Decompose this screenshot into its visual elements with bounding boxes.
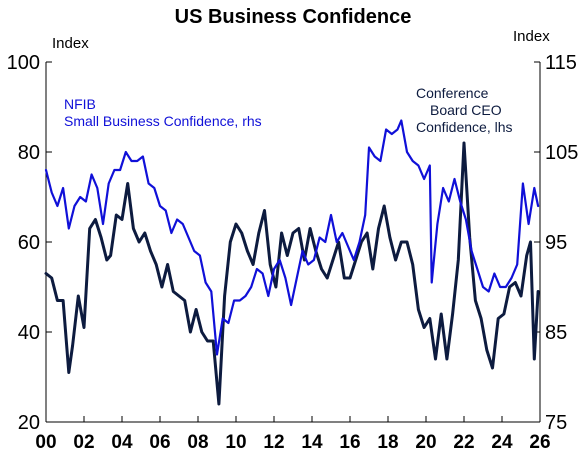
x-tick-label: 02	[73, 432, 94, 453]
left-axis-ticks: 100 80 60 40 20	[7, 52, 52, 434]
left-tick-label: 40	[18, 322, 40, 344]
right-axis-ticks: 115 105 95 85 75	[534, 52, 578, 434]
right-tick-label: 105	[545, 142, 578, 164]
series-line-nfib	[44, 119, 540, 356]
right-axis-unit-label: Index	[513, 28, 550, 45]
x-tick-label: 00	[35, 432, 56, 453]
ceo-series-label: Conference Board CEO Confidence, lhs	[416, 85, 513, 135]
right-tick-label: 95	[545, 232, 567, 254]
x-tick-label: 16	[339, 432, 360, 453]
x-tick-label: 22	[453, 432, 474, 453]
x-tick-label: 04	[111, 432, 133, 453]
ceo-label-line-3: Confidence, lhs	[416, 119, 513, 135]
nfib-label-line-2: Small Business Confidence, rhs	[64, 113, 262, 129]
nfib-label-line-1: NFIB	[64, 96, 96, 112]
x-tick-label: 08	[187, 432, 208, 453]
x-tick-label: 26	[529, 432, 550, 453]
x-axis-ticks: 00 02 04 06 08 10 12 14 16 18 20 22 24 26	[35, 416, 551, 453]
right-tick-label: 85	[545, 322, 567, 344]
ceo-label-line-1: Conference	[416, 85, 489, 101]
series-line-conference-board-ceo	[44, 141, 540, 406]
x-tick-label: 06	[149, 432, 170, 453]
left-tick-label: 100	[7, 52, 40, 74]
right-tick-label: 115	[545, 52, 577, 74]
nfib-series-label: NFIB Small Business Confidence, rhs	[64, 96, 262, 129]
left-axis-unit-label: Index	[52, 35, 89, 52]
x-tick-label: 10	[225, 432, 246, 453]
left-tick-label: 80	[18, 142, 40, 164]
chart-title: US Business Confidence	[175, 6, 412, 28]
left-tick-label: 60	[18, 232, 40, 254]
right-tick-label: 75	[545, 412, 567, 434]
x-tick-label: 18	[377, 432, 398, 453]
x-tick-label: 20	[415, 432, 436, 453]
x-tick-label: 24	[491, 432, 513, 453]
ceo-label-line-2: Board CEO	[430, 102, 502, 118]
x-tick-label: 14	[301, 432, 323, 453]
left-tick-label: 20	[18, 412, 40, 434]
x-tick-label: 12	[263, 432, 284, 453]
